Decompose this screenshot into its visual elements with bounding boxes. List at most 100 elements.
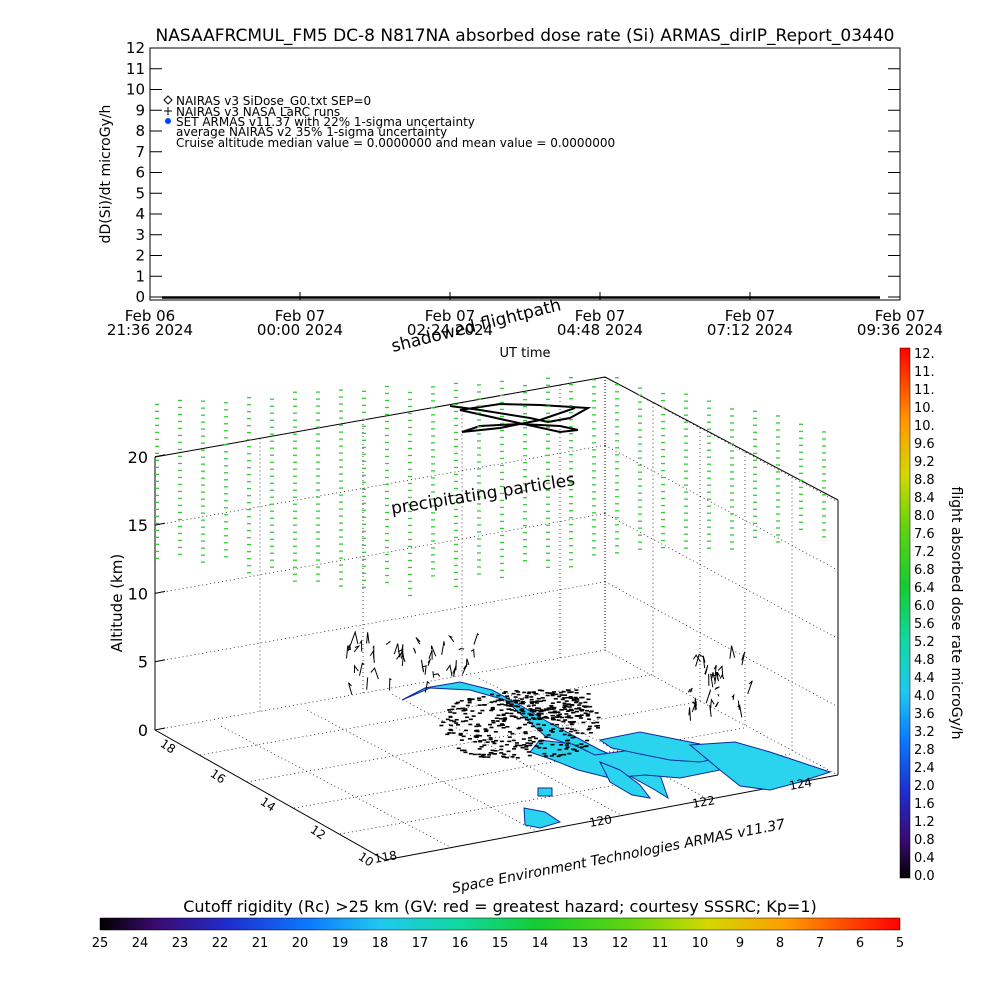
cluster-stroke [703, 656, 705, 668]
colorbar-tick-label: 4.8 [914, 653, 935, 668]
y-tick-label: 3 [135, 226, 145, 244]
cluster-stroke [433, 671, 434, 677]
cluster-stroke [738, 705, 742, 717]
colorbar-tick-label: 4.0 [914, 689, 935, 704]
cluster-stroke [359, 663, 364, 676]
cluster-stroke [742, 652, 745, 665]
colorbar-tick-label: 9 [736, 936, 744, 951]
cluster-stroke [720, 675, 724, 679]
colorbar-tick-label: 0.8 [914, 833, 935, 848]
shadowed-flightpath-trace [450, 404, 588, 432]
colorbar-tick-label: 8.0 [914, 509, 935, 524]
cluster-stroke [453, 666, 456, 676]
box-frame [155, 377, 838, 860]
altitude-tick-mark [155, 728, 165, 730]
colorbar-tick-label: 10 [692, 936, 709, 951]
colorbar-label: flight absorbed dose rate microGy/h [948, 487, 964, 740]
colorbar-tick-label: 19 [332, 936, 349, 951]
land-masses [402, 682, 830, 828]
latitude-tick-label: 12 [308, 822, 328, 842]
colorbar-tick-label: 2.8 [914, 743, 935, 758]
chart-title: NASAAFRCMUL_FM5 DC-8 N817NA absorbed dos… [156, 26, 895, 46]
colorbar-tick-label: 11. [914, 365, 935, 380]
cluster-stroke [706, 690, 710, 704]
colorbar-tick-label: 0.4 [914, 851, 935, 866]
colorbar-tick-label: 12. [914, 347, 935, 362]
colorbar-tick-label: 24 [132, 936, 149, 951]
colorbar-tick-label: 16 [452, 936, 469, 951]
colorbar-tick-label: 9.6 [914, 437, 935, 452]
cluster-stroke [732, 695, 734, 700]
cluster-stroke [718, 695, 719, 697]
colorbar-tick-label: 5.6 [914, 617, 935, 632]
altitude-tick-label: 15 [128, 516, 148, 535]
colorbar-tick-label: 22 [212, 936, 229, 951]
cluster-stroke [442, 641, 445, 655]
y-tick-label: 2 [135, 247, 145, 265]
colorbar-tick-label: 6.8 [914, 563, 935, 578]
y-tick-label: 11 [126, 60, 145, 78]
y-tick-label: 9 [135, 101, 145, 119]
cluster-stroke [367, 632, 370, 643]
cluster-stroke [348, 683, 351, 695]
colorbar-tick-label: 18 [372, 936, 389, 951]
plus-marker-icon [164, 107, 172, 115]
colorbar-tick-label: 7.6 [914, 527, 935, 542]
cluster-stroke [730, 646, 735, 659]
cluster-stroke [354, 666, 358, 673]
y-tick-label: 10 [126, 81, 145, 99]
cluster-stroke [350, 632, 357, 645]
cluster-stroke [414, 648, 416, 654]
altitude-axis-label: Altitude (km) [108, 554, 126, 652]
credit-label: Space Environment Technologies ARMAS v11… [451, 817, 787, 897]
colorbar-tick-label: 4.4 [914, 671, 935, 686]
colorbar-tick-label: 6 [856, 936, 864, 951]
longitude-tick-label: 120 [588, 812, 613, 830]
colorbar-tick-label: 11. [914, 383, 935, 398]
cluster-stroke [390, 679, 392, 691]
altitude-tick-label: 20 [128, 448, 148, 467]
cluster-stroke [428, 659, 430, 666]
dose-rate-colorbar: 0.00.40.81.21.62.02.42.83.23.64.04.44.85… [900, 347, 964, 884]
cluster-stroke [449, 636, 453, 642]
blue-dot-marker-icon [165, 118, 171, 124]
colorbar-tick-label: 21 [252, 936, 269, 951]
colorbar-tick-label: 7.2 [914, 545, 935, 560]
cluster-stroke [429, 650, 432, 660]
cluster-stroke [474, 634, 479, 645]
cluster-stroke [705, 665, 708, 674]
x-tick-label: 09:36 2024 [857, 321, 943, 339]
altitude-3d-panel: shadowed flightpath precipitating partic… [108, 295, 838, 897]
cluster-stroke [459, 649, 464, 650]
colorbar-tick-label: 11 [652, 936, 669, 951]
y-tick-label: 4 [135, 205, 145, 223]
colorbar-tick-label: 1.2 [914, 815, 935, 830]
cluster-stroke [715, 687, 720, 690]
colorbar-label: Cutoff rigidity (Rc) >25 km (GV: red = g… [183, 897, 817, 916]
colorbar-tick-label: 23 [172, 936, 189, 951]
legend-entry: Cruise altitude median value = 0.0000000… [176, 136, 615, 150]
altitude-tick-mark [155, 660, 165, 662]
x-tick-label: 21:36 2024 [107, 321, 193, 339]
x-tick-label: 07:12 2024 [707, 321, 793, 339]
longitude-tick-label: 118 [373, 848, 398, 866]
colorbar-tick-label: 1.6 [914, 797, 935, 812]
colorbar-tick-label: 13 [572, 936, 589, 951]
y-tick-label: 1 [135, 267, 145, 285]
colorbar-tick-label: 5 [896, 936, 904, 951]
cluster-stroke [715, 702, 718, 707]
y-axis-label: dD(Si)/dt microGy/h [98, 105, 114, 244]
legend: NAIRAS v3 SiDose_G0.txt SEP=0 NAIRAS v3 … [164, 94, 615, 150]
y-tick-label: 0 [135, 288, 145, 306]
cluster-stroke [434, 674, 440, 677]
latitude-tick-label: 18 [158, 736, 178, 756]
cluster-stroke [416, 637, 420, 644]
cluster-stroke [471, 650, 474, 658]
cluster-stroke [421, 660, 423, 672]
altitude-tick-label: 5 [138, 653, 148, 672]
plot-frame [150, 48, 900, 300]
colorbar-tick-label: 17 [412, 936, 429, 951]
